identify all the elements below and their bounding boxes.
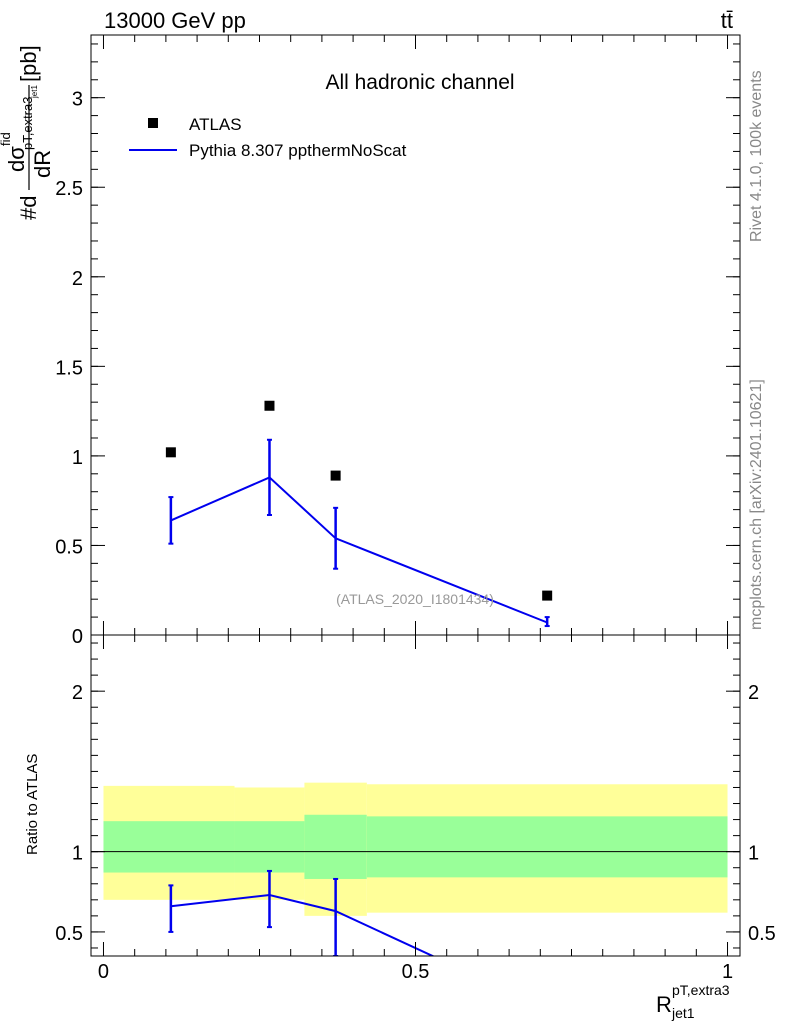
ratio-ylabel: Ratio to ATLAS: [24, 754, 41, 855]
ratio-ytick-label-left-1: 1: [72, 843, 83, 865]
main-ytick-label-4: 2: [72, 268, 83, 290]
ratio-band-inner-1: [234, 821, 305, 873]
xlabel-main: R: [656, 992, 672, 1017]
legend-entry-pythia: Pythia 8.307 ppthermNoScat: [129, 141, 407, 160]
main-ytick-label-3: 1.5: [55, 357, 83, 379]
legend: ATLAS Pythia 8.307 ppthermNoScat: [129, 115, 407, 160]
mcplots-label: mcplots.cern.ch [arXiv:2401.10621]: [748, 379, 765, 630]
main-ytick-label-0: 0: [72, 626, 83, 648]
ratio-ytick-label-right-0: 0.5: [748, 923, 776, 945]
xtick-label-2: 1: [722, 961, 733, 983]
ratio-ytick-label-left-0: 0.5: [55, 923, 83, 945]
main-ytick-label-5: 2.5: [55, 178, 83, 200]
xtick-label-1: 0.5: [402, 961, 430, 983]
ratio-ytick-label-right-2: 2: [748, 682, 759, 704]
ratio-ytick-label-right-1: 1: [748, 843, 759, 865]
xlabel-sub: jet1: [671, 1005, 695, 1021]
ylabel-numerator-sup: fid: [0, 132, 13, 146]
xtick-label-0: 0: [98, 961, 109, 983]
main-ytick-label-2: 1: [72, 447, 83, 469]
ylabel-numerator-subsub: jet1: [30, 85, 39, 99]
legend-entry-atlas: ATLAS: [148, 115, 242, 134]
ylabel-numerator: dσ: [4, 146, 29, 172]
legend-marker-atlas: [148, 118, 158, 128]
ratio-band-inner-3: [366, 816, 728, 878]
atlas-point-2: [330, 470, 341, 481]
pythia-line: [170, 476, 548, 624]
main-ytick-label-1: 0.5: [55, 536, 83, 558]
ratio-panel: 0.5 0.5 1 1 2 2 0 0.5 1 Ratio to ATLAS: [24, 634, 776, 983]
ratio-band-inner-2: [304, 814, 367, 879]
ratio-band-inner-0: [103, 821, 235, 873]
xlabel-sup: pT,extra3: [672, 982, 730, 998]
rivet-label: Rivet 4.1.0, 100k events: [748, 70, 765, 242]
legend-label-atlas: ATLAS: [189, 115, 242, 134]
header-right-title: tt̄: [721, 8, 733, 33]
main-ylabel: #d dσ fid pT,extra3 jet1 dR [pb]: [0, 45, 55, 220]
ylabel-prefix: #d: [16, 196, 41, 220]
ratio-series-group: [168, 869, 436, 956]
analysis-label: (ATLAS_2020_I1801434): [336, 591, 494, 607]
ylabel-numerator-sub: pT,extra3: [20, 97, 35, 150]
main-ytick-label-6: 3: [72, 89, 83, 111]
legend-label-pythia: Pythia 8.307 ppthermNoScat: [189, 141, 407, 160]
chart-title: All hadronic channel: [325, 71, 514, 94]
ylabel-denominator: dR: [30, 150, 55, 178]
ylabel-unit: [pb]: [16, 45, 41, 82]
ratio-ytick-label-left-2: 2: [72, 682, 83, 704]
ratio-pythia-line: [170, 893, 436, 956]
atlas-point-0: [165, 447, 176, 458]
atlas-point-3: [542, 590, 553, 601]
main-panel: 0 0.5 1 1.5 2 2.5 3 All hadronic channel (ATLA…: [0, 34, 741, 648]
xaxis-title: R pT,extra3 jet1: [656, 982, 730, 1021]
header-left-title: 13000 GeV pp: [104, 8, 246, 33]
atlas-point-1: [264, 400, 275, 411]
